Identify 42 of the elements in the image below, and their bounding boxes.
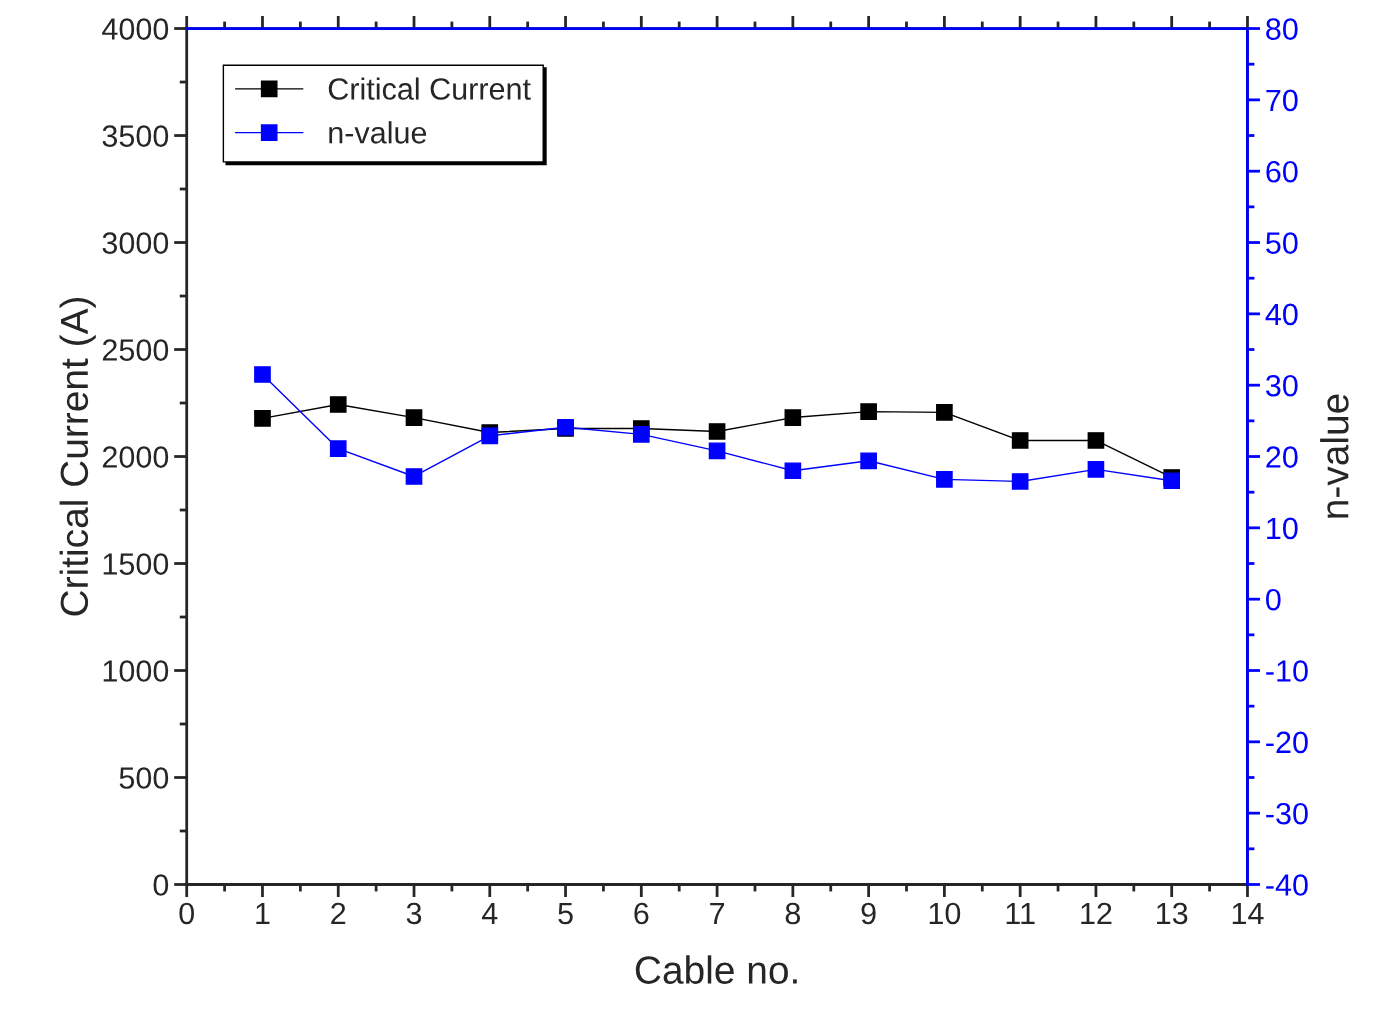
x-tick-label: 13 bbox=[1157, 902, 1188, 925]
y2-tick-label: -40 bbox=[1266, 874, 1308, 896]
y2-tick-label: 80 bbox=[1266, 18, 1298, 40]
x-axis-title: Cable no. bbox=[635, 955, 797, 984]
x-tick-label: 6 bbox=[634, 902, 649, 925]
y-tick-label: 3500 bbox=[102, 125, 169, 147]
x-tick-label: 2 bbox=[331, 902, 346, 924]
x-tick-label: 4 bbox=[481, 902, 498, 924]
x-tick-label: 3 bbox=[406, 902, 422, 925]
y-tick-label: 1000 bbox=[103, 660, 169, 682]
y-tick-label: 1500 bbox=[103, 553, 169, 575]
y2-axis-title: n-value bbox=[1320, 394, 1349, 518]
y2-tick-label: -30 bbox=[1266, 802, 1308, 825]
x-tick-label: 10 bbox=[929, 902, 961, 925]
y-tick-label: 2000 bbox=[102, 446, 169, 468]
y2-tick-label: -20 bbox=[1266, 731, 1308, 754]
x-tick-label: 14 bbox=[1232, 902, 1264, 924]
y-tick-label: 0 bbox=[153, 874, 169, 896]
legend-label: n-value bbox=[329, 121, 427, 144]
y-tick-label: 4000 bbox=[102, 18, 169, 40]
y2-tick-label: 20 bbox=[1266, 446, 1298, 468]
x-tick-label: 12 bbox=[1081, 902, 1112, 924]
x-tick-label: 8 bbox=[785, 902, 801, 925]
y2-tick-label: 60 bbox=[1266, 160, 1298, 183]
x-tick-label: 9 bbox=[861, 902, 876, 925]
y-axis-title: Critical Current (A) bbox=[59, 297, 96, 616]
y2-tick-label: 70 bbox=[1266, 89, 1298, 112]
legend-label: Critical Current bbox=[328, 77, 531, 100]
y-tick-label: 3000 bbox=[102, 232, 169, 254]
y2-tick-label: -10 bbox=[1266, 660, 1308, 682]
y2-tick-label: 0 bbox=[1266, 588, 1281, 611]
y-tick-label: 2500 bbox=[102, 339, 169, 361]
y2-tick-label: 40 bbox=[1265, 303, 1298, 326]
y-tick-label: 500 bbox=[119, 767, 169, 789]
y2-tick-label: 30 bbox=[1265, 374, 1298, 397]
x-tick-label: 5 bbox=[558, 902, 573, 925]
x-tick-label: 0 bbox=[179, 902, 195, 925]
y2-tick-label: 10 bbox=[1267, 517, 1298, 540]
y2-tick-label: 50 bbox=[1266, 232, 1298, 254]
x-tick-label: 11 bbox=[1006, 902, 1035, 924]
x-tick-label: 1 bbox=[256, 902, 270, 924]
x-tick-label: 7 bbox=[710, 902, 725, 924]
